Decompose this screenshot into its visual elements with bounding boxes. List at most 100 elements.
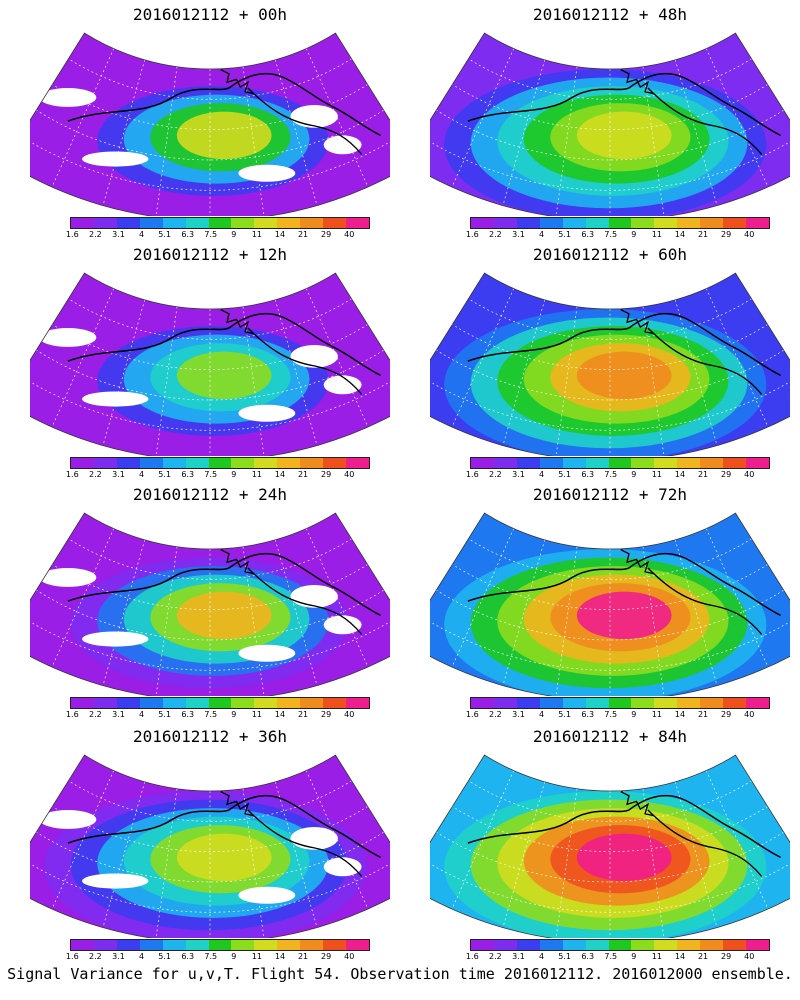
colorbar-swatch bbox=[254, 218, 278, 228]
colorbar-swatch bbox=[231, 458, 255, 468]
colorbar-tick-label: 40 bbox=[344, 230, 355, 239]
variance-map bbox=[30, 512, 390, 696]
colorbar-swatch bbox=[608, 458, 632, 468]
colorbar-tick-label: 6.3 bbox=[581, 470, 595, 479]
colorbar-swatch bbox=[471, 458, 494, 468]
colorbar-tick-label: 7.5 bbox=[604, 952, 618, 961]
colorbar-swatches bbox=[70, 697, 370, 709]
colorbar-swatch bbox=[185, 218, 209, 228]
colorbar-swatch bbox=[208, 940, 232, 950]
colorbar-tick-label: 40 bbox=[344, 470, 355, 479]
colorbar-swatch bbox=[346, 940, 369, 950]
colorbar-tick-label: 11 bbox=[651, 470, 663, 479]
variance-map bbox=[430, 512, 790, 696]
variance-map bbox=[430, 754, 790, 938]
colorbar-tick-label: 14 bbox=[674, 470, 686, 479]
colorbar-tick-label: 2.2 bbox=[489, 470, 502, 479]
colorbar-swatch bbox=[746, 698, 769, 708]
panel-title: 2016012112 + 84h bbox=[532, 727, 688, 746]
colorbar-swatch bbox=[93, 458, 117, 468]
colorbar-swatch bbox=[116, 218, 140, 228]
colorbar-tick-label: 29 bbox=[321, 470, 332, 479]
colorbar-swatch bbox=[608, 698, 632, 708]
colorbar-tick-label: 7.5 bbox=[204, 470, 218, 479]
colorbar-swatch bbox=[654, 698, 678, 708]
colorbar-tick-label: 3.1 bbox=[512, 230, 525, 239]
colorbar-tick-label: 21 bbox=[297, 230, 309, 239]
colorbar-swatch bbox=[231, 940, 255, 950]
colorbar-swatch bbox=[277, 940, 301, 950]
colorbar-tick-label: 6.3 bbox=[581, 710, 595, 719]
colorbar-tick-label: 14 bbox=[674, 230, 686, 239]
colorbar-tick-label: 5.1 bbox=[558, 952, 571, 961]
colorbar-tick-label: 21 bbox=[297, 710, 309, 719]
colorbar-tick-label: 5.1 bbox=[558, 470, 571, 479]
colorbar-tick-label: 21 bbox=[697, 952, 709, 961]
colorbar-swatch bbox=[700, 698, 724, 708]
colorbar-swatch bbox=[700, 458, 724, 468]
colorbar-tick-label: 6.3 bbox=[581, 230, 595, 239]
forecast-panel: 2016012112 + 36h 1.6 2.2 3.1 4 5.1 6.3 7.5 9 11 14… bbox=[20, 727, 400, 972]
colorbar-tick-label: 40 bbox=[344, 952, 355, 961]
colorbar-swatch bbox=[746, 940, 769, 950]
colorbar-swatch bbox=[631, 458, 655, 468]
colorbar-swatch bbox=[493, 698, 517, 708]
colorbar-tick-label: 14 bbox=[674, 952, 686, 961]
colorbar-swatch bbox=[516, 218, 540, 228]
panel-title: 2016012112 + 48h bbox=[532, 5, 688, 24]
variance-map bbox=[30, 754, 390, 938]
colorbar-swatch bbox=[608, 940, 632, 950]
colorbar-tick-label: 21 bbox=[697, 710, 709, 719]
colorbar-swatch bbox=[677, 458, 701, 468]
colorbar-tick-label: 9 bbox=[231, 952, 237, 961]
colorbar-swatches bbox=[70, 457, 370, 469]
variance-map bbox=[30, 272, 390, 456]
colorbar-tick-label: 9 bbox=[231, 230, 237, 239]
colorbar-legend: 1.6 2.2 3.1 4 5.1 6.3 7.5 9 11 14 21 29 40 bbox=[66, 939, 370, 963]
colorbar-swatch bbox=[139, 458, 163, 468]
colorbar-legend: 1.6 2.2 3.1 4 5.1 6.3 7.5 9 11 14 21 29 40 bbox=[466, 939, 770, 963]
colorbar-tick-label: 1.6 bbox=[65, 470, 79, 479]
colorbar-tick-label: 2.2 bbox=[489, 230, 502, 239]
colorbar-legend: 1.6 2.2 3.1 4 5.1 6.3 7.5 9 11 14 21 29 40 bbox=[466, 457, 770, 481]
forecast-panel: 2016012112 + 60h 1.6 2.2 3.1 4 5.1 6.3 7.5 9 11 14… bbox=[420, 245, 800, 490]
colorbar-swatch bbox=[300, 218, 324, 228]
colorbar-tick-label: 9 bbox=[631, 952, 637, 961]
colorbar-swatch bbox=[162, 458, 186, 468]
colorbar-swatch bbox=[277, 218, 301, 228]
colorbar-tick-label: 7.5 bbox=[204, 230, 218, 239]
colorbar-swatch bbox=[608, 218, 632, 228]
colorbar-swatch bbox=[139, 698, 163, 708]
colorbar-swatch bbox=[346, 458, 369, 468]
colorbar-tick-row: 1.6 2.2 3.1 4 5.1 6.3 7.5 9 11 14 21 29 40 bbox=[466, 229, 770, 241]
colorbar-swatches bbox=[70, 939, 370, 951]
colorbar-swatch bbox=[700, 218, 724, 228]
colorbar-swatch bbox=[254, 940, 278, 950]
colorbar-tick-label: 2.2 bbox=[89, 952, 102, 961]
colorbar-swatch bbox=[185, 458, 209, 468]
colorbar-tick-label: 3.1 bbox=[512, 710, 525, 719]
colorbar-swatch bbox=[585, 458, 609, 468]
colorbar-swatch bbox=[71, 940, 94, 950]
colorbar-tick-label: 4 bbox=[138, 230, 145, 239]
colorbar-swatch bbox=[162, 940, 186, 950]
colorbar-swatch bbox=[323, 218, 347, 228]
colorbar-tick-label: 6.3 bbox=[181, 952, 195, 961]
colorbar-swatch bbox=[93, 218, 117, 228]
colorbar-tick-label: 21 bbox=[697, 470, 709, 479]
colorbar-tick-label: 3.1 bbox=[112, 470, 125, 479]
colorbar-tick-label: 1.6 bbox=[65, 710, 79, 719]
colorbar-tick-label: 1.6 bbox=[65, 230, 79, 239]
forecast-panel: 2016012112 + 12h 1.6 2.2 3.1 4 5.1 6.3 7.5 9 11 14… bbox=[20, 245, 400, 490]
colorbar-swatch bbox=[631, 218, 655, 228]
colorbar-tick-label: 3.1 bbox=[512, 470, 525, 479]
colorbar-swatch bbox=[231, 698, 255, 708]
colorbar-swatch bbox=[516, 940, 540, 950]
colorbar-tick-label: 4 bbox=[538, 710, 545, 719]
colorbar-swatch bbox=[185, 698, 209, 708]
colorbar-tick-label: 4 bbox=[538, 952, 545, 961]
colorbar-swatch bbox=[471, 698, 494, 708]
colorbar-tick-label: 1.6 bbox=[465, 710, 479, 719]
colorbar-tick-label: 29 bbox=[321, 230, 332, 239]
colorbar-tick-label: 29 bbox=[721, 230, 732, 239]
